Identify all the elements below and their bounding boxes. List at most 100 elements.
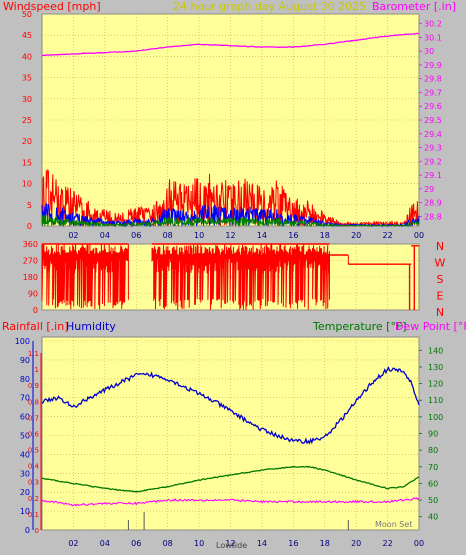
x-tick-label: 18 [320,231,330,240]
x-tick-label-lower: 22 [382,539,392,548]
x-tick-label: 06 [131,231,141,240]
temperature-tick-label: 120 [428,380,443,389]
x-tick-label: 14 [257,231,267,240]
humidity-rain-axis-labels: 010203040506070809010000.10.20.30.40.50.… [15,337,42,535]
barometer-tick-label: 29.7 [424,88,442,97]
x-tick-label: 08 [163,231,173,240]
temperature-tick-label: 60 [428,479,438,488]
direction-series [41,243,419,311]
rainfall-tick-label: 0.6 [28,430,40,438]
barometer-axis-labels: 28.8 28.9 29 29.1 29.2 29.3 29.4 29.5 29.6 29.7 29… [419,20,442,221]
temperature-tick-label: 50 [428,496,438,505]
humidity-tick-label: 0 [25,526,30,535]
x-tick-label: 04 [100,231,110,240]
barometer-tick-label: 30.1 [424,33,442,42]
barometer-tick-label: 29 [424,185,434,194]
barometer-tick-label: 29.1 [424,171,442,180]
barometer-tick-label: 29.2 [424,157,442,166]
direction-tick-label: 360 [23,240,38,249]
x-tick-label-lower: 06 [131,539,141,548]
windspeed-tick-label: 35 [22,74,32,83]
temperature-series [41,366,420,530]
humidity-tick-label: 90 [20,356,30,365]
lowtide-marker: Lowtide [216,541,247,550]
date-title: 24 hour graph day August 30 2025 [173,0,366,13]
direction-tick-label: 270 [23,257,38,266]
temperature-line [41,465,420,493]
x-tick-label-lower: 10 [194,539,204,548]
x-tick-label: 02 [68,231,78,240]
temperature-tick-label: 110 [428,396,443,405]
barometer-line [41,32,420,57]
windspeed-label: Windspeed [mph] [3,0,101,13]
dewpoint-label: Dew Point [°F] [395,320,466,333]
barometer-tick-label: 29.8 [424,75,442,84]
windspeed-tick-label: 5 [27,201,32,210]
x-tick-label-lower: 02 [68,539,78,548]
humidity-tick-label: 50 [20,432,30,441]
wind-series [41,32,420,228]
humidity-tick-label: 30 [20,469,30,478]
barometer-tick-label: 29.6 [424,102,442,111]
x-tick-label-lower: 08 [163,539,173,548]
x-tick-label: 20 [351,231,361,240]
barometer-tick-label: 28.8 [424,212,442,221]
temperature-axis-labels: 40 50 60 70 80 90 100 110 120 130 140 [419,346,443,522]
barometer-tick-label: 29.9 [424,61,442,70]
wind-direction-spikes [41,243,330,311]
x-tick-label-lower: 12 [225,539,235,548]
moonset-marker: Moon Set [375,520,412,529]
windspeed-tick-label: 10 [22,180,32,189]
barometer-tick-label: 28.9 [424,199,442,208]
compass-letter: S [437,273,444,286]
barometer-tick-label: 30 [424,47,434,56]
rainfall-tick-label: 0 [35,527,39,535]
windspeed-axis-labels: 0 5 10 15 20 25 30 35 40 45 50 [22,10,32,231]
compass-letter: N [436,240,444,253]
x-tick-label: 16 [288,231,298,240]
x-tick-label-lower: 04 [100,539,110,548]
windspeed-tick-label: 50 [22,10,32,19]
humidity-line [41,366,420,445]
dewpoint-line [41,497,420,507]
humidity-tick-label: 70 [20,394,30,403]
temperature-tick-label: 130 [428,363,443,372]
rainfall-label: Rainfall [.in] [2,320,69,333]
temperature-label: Temperature [°F] [312,320,407,333]
windspeed-tick-label: 40 [22,52,32,61]
x-tick-label-lower: 00 [414,539,424,548]
x-tick-label: 12 [225,231,235,240]
rainfall-tick-label: 1 [35,366,39,374]
humidity-tick-label: 100 [15,337,30,346]
barometer-tick-label: 29.5 [424,116,442,125]
windspeed-tick-label: 15 [22,158,32,167]
temperature-tick-label: 80 [428,446,438,455]
windspeed-tick-label: 0 [27,222,32,231]
wind-low-line [41,214,420,228]
barometer-tick-label: 30.2 [424,20,442,29]
windspeed-tick-label: 25 [22,116,32,125]
compass-letter: E [437,290,444,303]
x-tick-label: 10 [194,231,204,240]
windspeed-tick-label: 45 [22,31,32,40]
direction-tick-label: 90 [28,290,38,299]
x-axis-tick-labels-lower: 02 04 06 08 10 12 14 16 18 20 22 00 [68,539,424,548]
average-wind-line [41,202,420,228]
humidity-tick-label: 10 [20,507,30,516]
x-tick-label: 22 [382,231,392,240]
humidity-tick-label: 60 [20,413,30,422]
compass-letter: N [436,306,444,319]
x-tick-label-lower: 20 [351,539,361,548]
x-axis-tick-labels: 02 04 06 08 10 12 14 16 18 20 22 00 [68,231,424,240]
direction-tick-label: 180 [23,273,38,282]
rainfall-tick-label: 0.4 [28,463,40,471]
x-tick-label-lower: 16 [288,539,298,548]
x-tick-label: 00 [414,231,424,240]
humidity-tick-label: 20 [20,488,30,497]
barometer-label: Barometer [.in] [372,0,456,13]
humidity-tick-label: 40 [20,450,30,459]
temperature-tick-label: 40 [428,513,438,522]
humidity-tick-label: 80 [20,375,30,384]
